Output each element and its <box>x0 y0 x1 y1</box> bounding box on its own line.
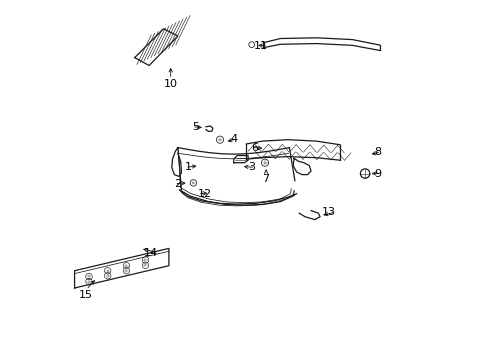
Text: 4: 4 <box>230 134 237 144</box>
Text: 9: 9 <box>373 168 381 179</box>
Text: 2: 2 <box>174 179 181 189</box>
Text: 15: 15 <box>79 290 93 300</box>
Text: 5: 5 <box>192 122 199 132</box>
Text: 3: 3 <box>248 162 255 172</box>
Text: 10: 10 <box>163 79 177 89</box>
Text: 11: 11 <box>253 41 267 51</box>
Text: 8: 8 <box>373 147 381 157</box>
Text: 13: 13 <box>322 207 336 217</box>
Text: 12: 12 <box>197 189 211 199</box>
Text: 6: 6 <box>251 143 258 153</box>
Text: 14: 14 <box>143 248 158 258</box>
Text: 1: 1 <box>185 162 192 172</box>
Text: 7: 7 <box>262 174 269 184</box>
